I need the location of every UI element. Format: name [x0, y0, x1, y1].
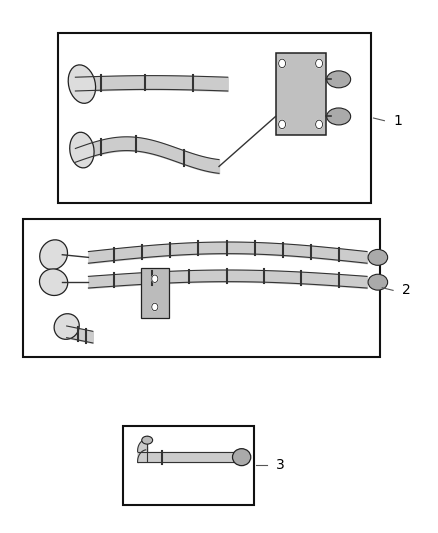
Circle shape	[316, 59, 322, 68]
Circle shape	[152, 303, 158, 311]
Ellipse shape	[68, 65, 95, 103]
Bar	[141, 268, 169, 318]
Circle shape	[152, 275, 158, 282]
Ellipse shape	[70, 132, 94, 168]
Circle shape	[316, 120, 322, 128]
Bar	[123, 425, 254, 505]
Circle shape	[279, 59, 286, 68]
Ellipse shape	[54, 314, 79, 340]
Bar	[276, 53, 325, 135]
Text: 2: 2	[402, 284, 410, 297]
Ellipse shape	[40, 240, 67, 270]
Bar	[23, 219, 380, 357]
Text: 3: 3	[276, 458, 284, 472]
Circle shape	[279, 120, 286, 128]
Text: 1: 1	[393, 114, 402, 128]
Bar	[58, 33, 371, 203]
Ellipse shape	[39, 269, 68, 295]
Ellipse shape	[368, 249, 388, 265]
Ellipse shape	[233, 449, 251, 466]
Ellipse shape	[142, 436, 152, 444]
Ellipse shape	[368, 274, 388, 290]
Ellipse shape	[327, 108, 351, 125]
Ellipse shape	[327, 71, 351, 88]
